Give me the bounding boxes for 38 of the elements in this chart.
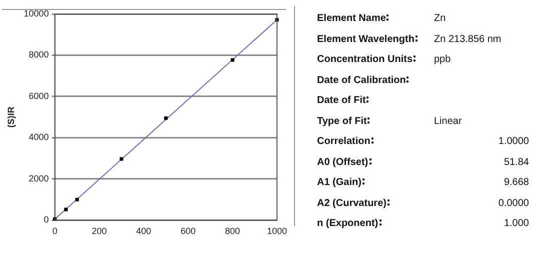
- y-tick-label: 6000: [28, 90, 49, 101]
- category-label: A2 (Curvature): [317, 198, 388, 208]
- y-tick-label: 8000: [28, 50, 49, 60]
- point: [230, 58, 234, 62]
- text: 1.000: [504, 218, 529, 229]
- text: 1.0000: [498, 136, 529, 147]
- y-tick-label: 2000: [28, 173, 49, 184]
- x-tick-label: 600: [180, 226, 196, 236]
- text: Linear: [434, 116, 462, 126]
- point: [64, 208, 68, 212]
- x-tick-label: 1000: [266, 226, 288, 236]
- text: Zn 213.856 nm: [434, 34, 502, 44]
- y-tick-label: 4000: [28, 132, 49, 142]
- category-label: A1 (Gain): [317, 177, 362, 188]
- category-label: Concentration Units: [317, 54, 414, 65]
- y-tick-label: 0: [44, 214, 49, 225]
- y-axis-title: (S)IR: [6, 106, 16, 128]
- point: [164, 116, 168, 120]
- category-label: Element Wavelength: [317, 34, 416, 44]
- category-label: Date of Fit: [317, 95, 367, 106]
- x-tick-label: 0: [52, 226, 58, 236]
- text: 9.668: [504, 177, 529, 188]
- y-tick-label: 10000: [24, 8, 49, 18]
- category-label: A0 (Offset): [317, 156, 370, 168]
- category-label: Type of Fit: [317, 116, 368, 126]
- category-label: Element Name: [317, 13, 387, 24]
- category-label: n (Exponent): [317, 218, 380, 229]
- category-label: Date of Calibration: [317, 74, 407, 86]
- text: 0.0000: [498, 198, 529, 208]
- category-label: Correlation: [317, 136, 372, 147]
- x-tick-label: 800: [225, 226, 240, 236]
- x-tick-label: 400: [136, 226, 152, 236]
- point: [75, 198, 79, 202]
- text: 51.84: [504, 156, 529, 168]
- x-tick-label: 200: [92, 226, 107, 236]
- text: Zn: [434, 13, 446, 24]
- point: [120, 157, 124, 161]
- text: ppb: [434, 54, 451, 65]
